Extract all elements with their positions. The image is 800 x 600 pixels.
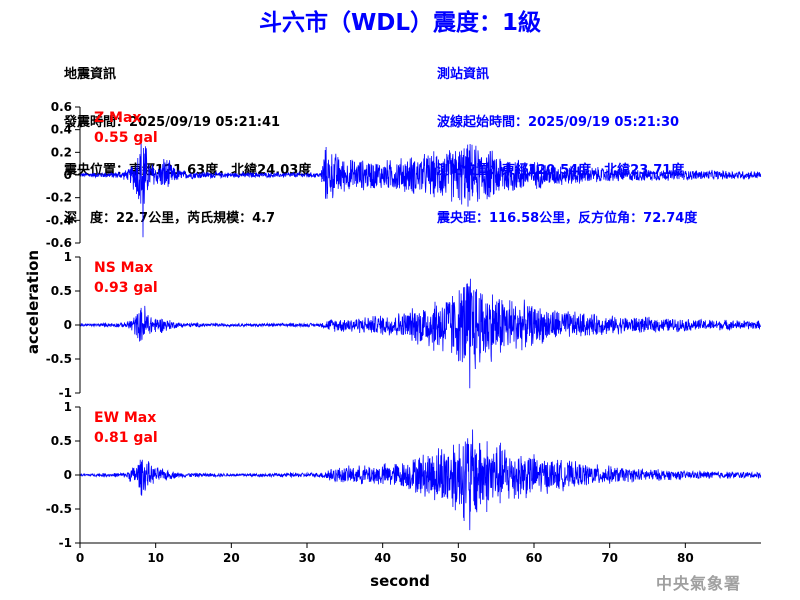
- panel-label: NS Max: [94, 260, 153, 276]
- panel-ns: -1 -0.5 0 0.5 1 NS Max 0.93 gal: [46, 250, 762, 400]
- panel-max-value: 0.55 gal: [94, 130, 158, 146]
- y-tick-label: -0.5: [46, 502, 72, 516]
- origin-time: 發震時間：2025/09/19 05:21:41: [64, 115, 281, 130]
- x-tick-label: 10: [147, 551, 164, 565]
- panel-max-value: 0.81 gal: [94, 430, 158, 446]
- x-axis: 0 10 20 30 40 50 60 70 80: [76, 542, 761, 565]
- panel-label: EW Max: [94, 410, 156, 426]
- y-tick-label: -0.4: [46, 213, 72, 227]
- x-tick-label: 20: [223, 551, 240, 565]
- x-tick-label: 40: [374, 551, 391, 565]
- page-title: 斗六市（WDL）震度：1級: [258, 10, 542, 36]
- y-tick-label: 0.2: [51, 145, 72, 159]
- waveform-ew: [79, 429, 762, 531]
- y-tick-label: 0: [64, 168, 72, 182]
- agency-watermark: 中央氣象署: [656, 574, 742, 593]
- x-axis-label: second: [370, 572, 430, 590]
- y-tick-label: 0.4: [51, 123, 72, 137]
- y-tick-label: 0.6: [51, 100, 72, 114]
- y-tick-label: -0.6: [46, 236, 72, 250]
- y-tick-label: 0.5: [51, 284, 72, 298]
- epicentral-distance: 震央距：116.58公里，反方位角：72.74度: [437, 211, 698, 226]
- x-tick-label: 70: [601, 551, 618, 565]
- x-tick-label: 80: [677, 551, 694, 565]
- panel-label: Z Max: [94, 110, 141, 126]
- y-tick-label: 1: [64, 250, 72, 264]
- earthquake-info-heading: 地震資訊: [64, 67, 117, 82]
- x-tick-label: 30: [299, 551, 316, 565]
- y-tick-label: -1: [59, 386, 72, 400]
- y-tick-label: -1: [59, 536, 72, 550]
- x-tick-label: 60: [526, 551, 543, 565]
- y-tick-label: 0: [64, 318, 72, 332]
- waveform-ns: [79, 278, 762, 389]
- x-tick-label: 0: [76, 551, 84, 565]
- depth-magnitude: 深 度：22.7公里，芮氏規模：4.7: [64, 211, 276, 226]
- y-tick-label: 0.5: [51, 434, 72, 448]
- y-tick-label: 0: [64, 468, 72, 482]
- station-info-heading: 測站資訊: [437, 67, 490, 82]
- waveform-z: [79, 135, 762, 238]
- earthquake-info: 地震資訊 發震時間：2025/09/19 05:21:41 震央位置：東經121…: [64, 35, 311, 243]
- panel-z: -0.6 -0.4 -0.2 0 0.2 0.4 0.6 Z Max 0.55 gal: [46, 100, 762, 250]
- panel-max-value: 0.93 gal: [94, 280, 158, 296]
- y-axis-label: acceleration: [24, 250, 42, 354]
- x-tick-label: 50: [450, 551, 467, 565]
- waveform-start-time: 波線起始時間：2025/09/19 05:21:30: [437, 115, 680, 130]
- y-tick-label: 1: [64, 400, 72, 414]
- y-tick-label: -0.2: [46, 191, 72, 205]
- y-tick-label: -0.5: [46, 352, 72, 366]
- panel-ew: -1 -0.5 0 0.5 1 EW Max 0.81 gal: [46, 400, 762, 550]
